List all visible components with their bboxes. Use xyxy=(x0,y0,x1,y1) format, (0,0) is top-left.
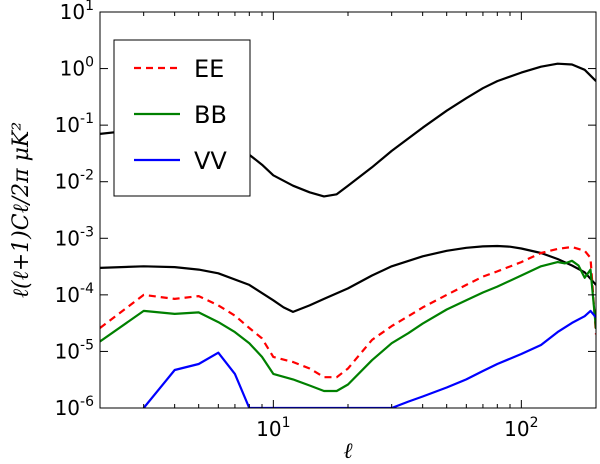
series-line-ee xyxy=(100,245,596,379)
x-tick-label: 101 xyxy=(256,415,290,441)
legend-label-ee: EE xyxy=(194,55,224,83)
y-tick-label: 101 xyxy=(60,0,94,24)
y-tick-label: 10-3 xyxy=(55,224,94,250)
legend-label-vv: VV xyxy=(194,147,227,175)
series-layer xyxy=(100,62,596,408)
legend-box xyxy=(113,39,251,197)
y-tick-label: 10-5 xyxy=(55,337,94,363)
x-axis-label: ℓ xyxy=(343,439,353,464)
y-tick-label: 10-1 xyxy=(55,111,94,137)
y-axis-label: ℓ(ℓ+1)Cℓ/2π μK² xyxy=(9,122,34,298)
series-line-bb xyxy=(100,259,596,393)
y-tick-label: 100 xyxy=(60,55,94,81)
ticks-layer: 10-6 10-5 10-4 10-3 10-2 10-1 100 101 101 102 xyxy=(55,0,596,441)
y-tick-label: 10-2 xyxy=(55,168,94,194)
legend: EE BB VV xyxy=(113,39,251,197)
series-line-unlabeled-2 xyxy=(100,244,596,313)
y-tick-label: 10-6 xyxy=(55,394,95,420)
legend-label-bb: BB xyxy=(194,101,227,129)
x-tick-label: 102 xyxy=(504,415,538,441)
y-tick-label: 10-4 xyxy=(55,281,95,307)
series-line-vv xyxy=(142,309,596,408)
